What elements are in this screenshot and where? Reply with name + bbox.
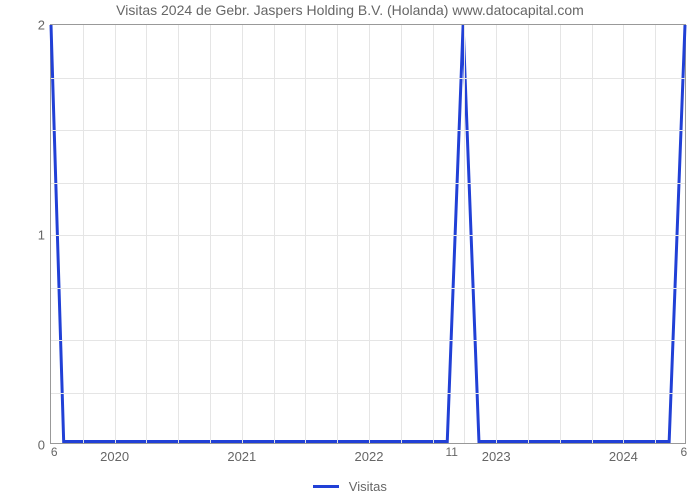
gridline-horizontal (51, 235, 685, 236)
gridline-vertical (433, 25, 434, 443)
x-tick-label: 2024 (609, 443, 638, 464)
gridline-vertical (560, 25, 561, 443)
gridline-vertical (337, 25, 338, 443)
plot-area: 012202020212022202320246116 (50, 24, 686, 444)
gridline-vertical (274, 25, 275, 443)
gridline-vertical (464, 25, 465, 443)
y-tick-label: 1 (38, 228, 51, 243)
gridline-horizontal (51, 393, 685, 394)
gridline-vertical (210, 25, 211, 443)
gridline-horizontal (51, 130, 685, 131)
chart-title: Visitas 2024 de Gebr. Jaspers Holding B.… (0, 2, 700, 18)
x-value-label: 11 (445, 443, 457, 459)
gridline-vertical (242, 25, 243, 443)
gridline-vertical (655, 25, 656, 443)
x-value-label: 6 (51, 443, 58, 459)
x-value-label: 6 (680, 443, 687, 459)
gridline-vertical (401, 25, 402, 443)
gridline-vertical (178, 25, 179, 443)
gridline-vertical (146, 25, 147, 443)
x-tick-label: 2021 (227, 443, 256, 464)
legend-swatch (313, 485, 339, 488)
y-tick-label: 0 (38, 438, 51, 453)
gridline-vertical (305, 25, 306, 443)
gridline-horizontal (51, 183, 685, 184)
chart-container: Visitas 2024 de Gebr. Jaspers Holding B.… (0, 0, 700, 500)
legend: Visitas (0, 478, 700, 494)
gridline-vertical (528, 25, 529, 443)
x-tick-label: 2020 (100, 443, 129, 464)
gridline-vertical (115, 25, 116, 443)
x-tick-label: 2023 (482, 443, 511, 464)
x-tick-label: 2022 (355, 443, 384, 464)
gridline-vertical (592, 25, 593, 443)
gridline-horizontal (51, 288, 685, 289)
gridline-horizontal (51, 340, 685, 341)
gridline-vertical (496, 25, 497, 443)
gridline-vertical (369, 25, 370, 443)
gridline-horizontal (51, 78, 685, 79)
gridline-vertical (623, 25, 624, 443)
legend-label: Visitas (349, 479, 387, 494)
y-tick-label: 2 (38, 18, 51, 33)
gridline-vertical (83, 25, 84, 443)
